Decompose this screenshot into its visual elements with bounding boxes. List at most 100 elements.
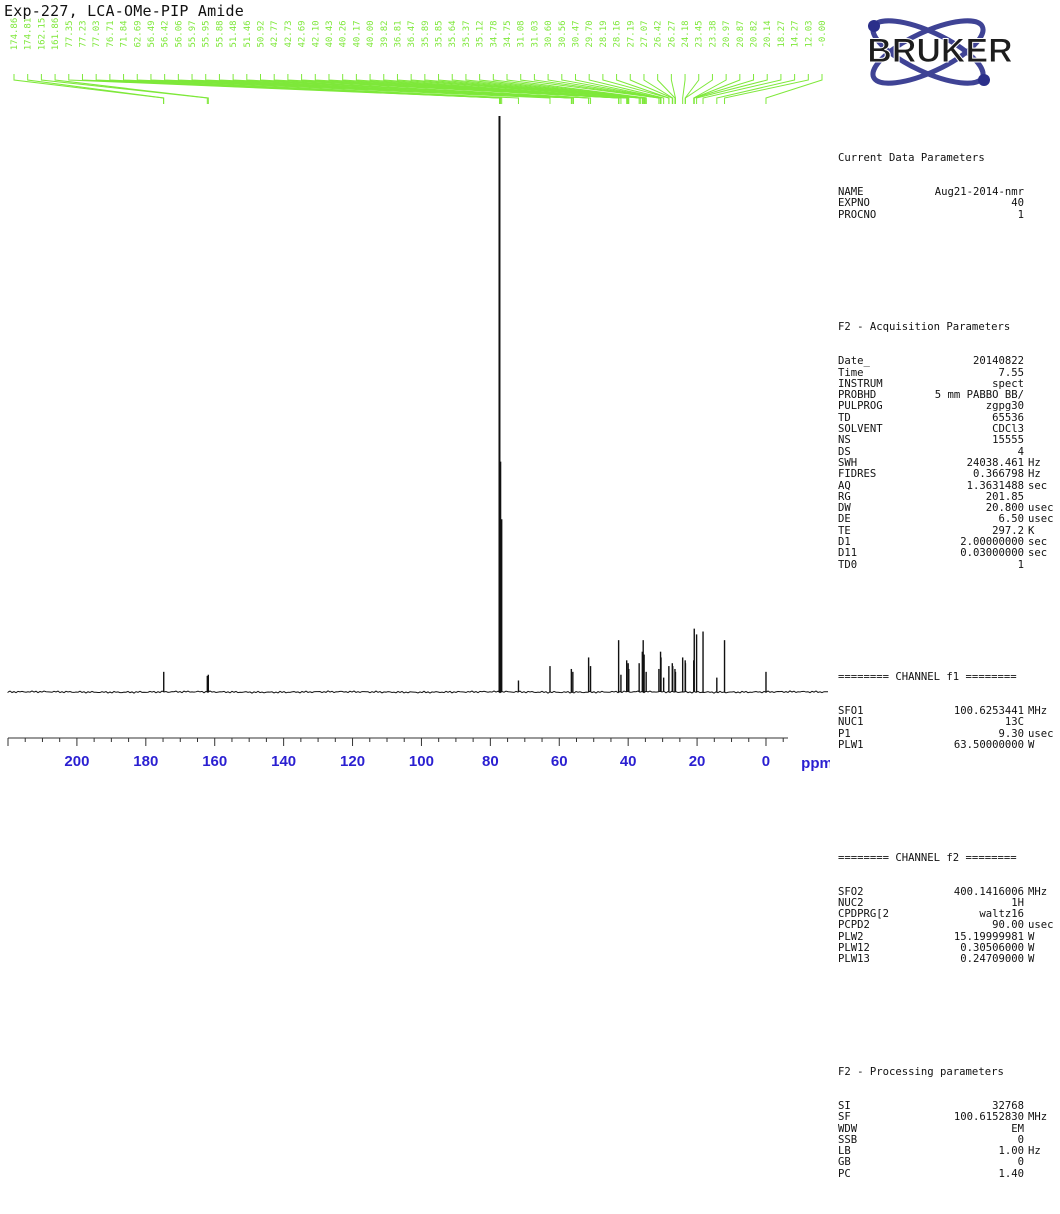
peak-connector [438,74,643,104]
peak-label: 20.14 [763,20,773,47]
x-tick-label: 180 [133,753,158,770]
param-row-pc: PC 1.40 [838,1168,1060,1180]
param-row-de: DE 6.50 usec [838,514,1060,526]
param-key: D1 [838,536,851,548]
peak-connector [702,74,782,104]
peak-connector [682,74,686,104]
param-key: Time [838,367,864,379]
peak-label: 77.35 [65,20,75,47]
peak-label: 42.10 [311,20,321,47]
param-value: 32768 [992,1099,1024,1112]
param-unit [1028,198,1060,209]
peak-label: 36.47 [407,20,417,47]
param-value: 100.6152830 [953,1111,1024,1124]
param-unit: sec [1028,535,1048,548]
param-row-nuc2: NUC2 1H [838,896,1060,909]
param-value: 13C [1004,716,1024,729]
peak-label: 39.82 [380,20,390,47]
peak-connector [410,74,641,104]
param-key: SOLVENT [838,424,883,436]
param-row-expno: EXPNO 40 [838,198,1060,210]
peak-label: 42.73 [284,20,294,47]
param-row-solvent: SOLVENT CDCl3 [838,423,1060,436]
peak-label: 51.46 [243,20,253,47]
section-title: ======== CHANNEL f2 ======== [838,851,1017,864]
peak-label: 31.08 [517,20,527,47]
peak-label: 35.12 [476,20,486,47]
param-row-p1: P1 9.30 usec [838,728,1060,740]
param-value: Aug21-2014-nmr [934,186,1024,199]
param-key: EXPNO [838,198,870,210]
peak-label: 27.19 [626,20,636,47]
param-key: FIDRES [838,469,877,481]
peak-label: 55.88 [215,20,225,47]
param-key: RG [838,491,851,503]
peak-connector [533,74,660,104]
param-value: 297.2 [992,524,1024,537]
param-value: 0.24709000 [960,953,1024,966]
param-value: 1.3631488 [966,479,1024,492]
param-key: SF [838,1112,851,1124]
peak-label: 40.17 [352,20,362,47]
peak-label: 71.84 [120,20,130,47]
param-row-td0: TD0 1 [838,559,1060,571]
param-row-date-: Date_ 20140822 [838,355,1060,367]
peak-label: 26.42 [654,20,664,47]
param-unit: W [1028,739,1035,752]
param-unit [1028,1135,1060,1146]
param-list: NAME Aug21-2014-nmr EXPNO 40 PROCNO 1 [838,186,1060,221]
param-value: 20.800 [985,502,1024,515]
peak-connector [696,74,768,104]
peak-connector [616,74,670,104]
param-row-sf: SF 100.6152830 MHz [838,1111,1060,1124]
peak-label: 56.42 [161,20,171,47]
peak-label: 55.97 [188,20,198,47]
param-row-pcpd2: PCPD2 90.00 usec [838,920,1060,932]
peak-connector [684,74,713,104]
param-row-plw12: PLW12 0.30506000 W [838,942,1060,955]
param-unit: Hz [1028,1145,1041,1158]
param-unit [1028,435,1060,446]
param-row-sfo1: SFO1 100.6253441 MHz [838,705,1060,718]
x-tick-label: 100 [409,753,434,770]
param-key: NUC2 [838,897,864,909]
peak-connector [218,74,574,104]
x-axis-label: ppm [801,755,830,772]
param-unit: Hz [1028,468,1041,481]
param-value: 1H [1011,896,1024,909]
peak-connector [451,74,644,104]
param-unit [1028,413,1060,424]
param-value: 100.6253441 [953,705,1024,718]
peak-connector-layer [13,74,823,104]
param-unit [1028,909,1060,920]
param-key: PLW12 [838,943,870,955]
peak-label: 30.47 [571,20,581,47]
param-unit: W [1028,942,1035,955]
param-key: DS [838,446,851,458]
param-row-si: SI 32768 [838,1099,1060,1112]
param-value: waltz16 [979,908,1024,921]
peak-connector [109,74,503,104]
peak-connector [506,74,647,104]
peak-label: 20.87 [736,20,746,47]
param-key: DW [838,503,851,515]
param-unit: W [1028,930,1035,943]
param-key: TE [838,525,851,537]
peak-label: 30.56 [558,20,568,47]
param-key: TD [838,412,851,424]
param-unit [1028,898,1060,909]
param-key: PC [838,1168,851,1180]
param-unit [1028,1124,1060,1135]
param-row-d1: D1 2.00000000 sec [838,535,1060,548]
param-key: D11 [838,548,858,560]
peak-label: 20.82 [750,20,760,47]
param-unit: sec [1028,479,1048,492]
param-value: CDCl3 [992,423,1024,436]
param-row-gb: GB 0 [838,1157,1060,1169]
param-value: 15.19999981 [953,930,1024,943]
peak-connector [27,74,165,104]
param-list: SFO1 100.6253441 MHz NUC1 13C P1 9.30 usec PLW1 6… [838,705,1060,752]
peak-connector [396,74,640,104]
peak-label: 62.69 [133,20,143,47]
param-unit [1028,1169,1060,1180]
